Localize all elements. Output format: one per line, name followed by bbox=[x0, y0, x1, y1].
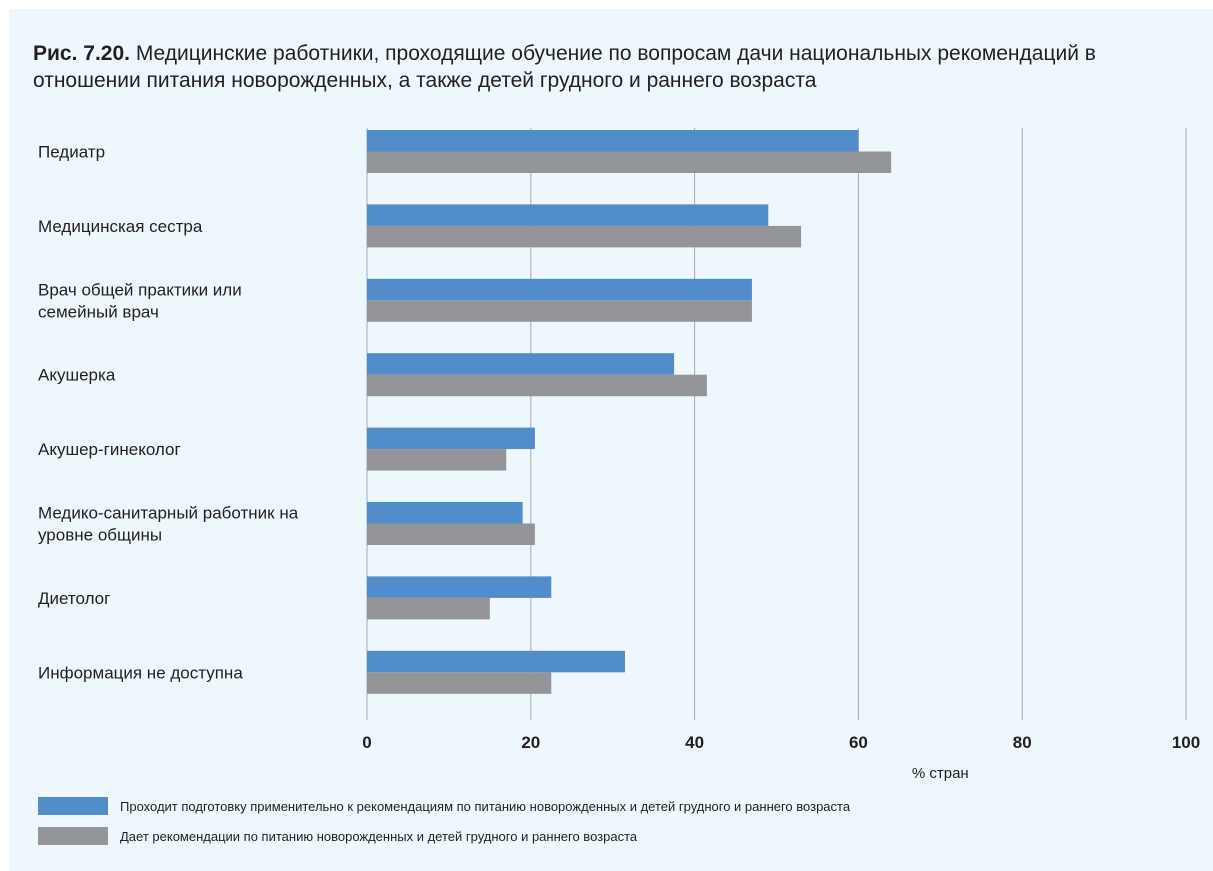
bar-series1-cat2 bbox=[367, 204, 769, 226]
bar-series1-cat1 bbox=[367, 130, 859, 152]
x-tick-40: 40 bbox=[685, 733, 704, 752]
bar-series2-cat7 bbox=[367, 597, 490, 620]
bar-series1-cat3 bbox=[367, 278, 752, 301]
bar-series2-cat1 bbox=[367, 151, 892, 173]
x-axis-label: % стран bbox=[912, 765, 969, 782]
bar-series2-cat8 bbox=[367, 672, 552, 694]
figure-number: Рис. 7.20. bbox=[33, 42, 130, 65]
bar-series2-cat4 bbox=[367, 374, 707, 397]
category-label-1: Педиатр bbox=[38, 143, 105, 162]
category-label-8: Информация не доступна bbox=[38, 663, 243, 682]
x-tick-80: 80 bbox=[1013, 733, 1032, 752]
legend-label-series2: Дает рекомендации по питанию новорожденн… bbox=[120, 828, 638, 844]
legend-item-series2: Дает рекомендации по питанию новорожденн… bbox=[38, 827, 637, 845]
bar-series1-cat7 bbox=[367, 576, 552, 598]
x-tick-60: 60 bbox=[849, 733, 868, 752]
bar-series2-cat6 bbox=[367, 523, 535, 545]
chart-title: Рис. 7.20. Медицинские работники, проход… bbox=[33, 40, 1193, 94]
legend-item-series1: Проходит подготовку применительно к реко… bbox=[38, 797, 850, 815]
bar-series2-cat2 bbox=[367, 225, 802, 248]
bar-series1-cat8 bbox=[367, 650, 625, 673]
legend-swatch-series1 bbox=[38, 797, 108, 815]
category-label-6-line2: уровне общины bbox=[38, 526, 162, 545]
category-label-7: Диетолог bbox=[38, 589, 110, 608]
category-label-6-line1: Медико-санитарный работник на bbox=[38, 504, 299, 523]
category-label-4: Акушерка bbox=[38, 366, 116, 385]
x-tick-100: 100 bbox=[1172, 733, 1200, 752]
bar-series1-cat5 bbox=[367, 427, 535, 450]
bar-series2-cat5 bbox=[367, 449, 507, 471]
bar-series2-cat3 bbox=[367, 300, 752, 322]
x-tick-0: 0 bbox=[362, 733, 371, 752]
bar-series1-cat4 bbox=[367, 353, 675, 375]
legend-swatch-series2 bbox=[38, 827, 108, 845]
category-label-3-line2: семейный врач bbox=[38, 302, 159, 321]
bar-series1-cat6 bbox=[367, 502, 523, 524]
category-label-3-line1: Врач общей практики или bbox=[38, 280, 242, 299]
legend-label-series1: Проходит подготовку применительно к реко… bbox=[120, 798, 851, 814]
x-tick-20: 20 bbox=[521, 733, 540, 752]
category-label-5: Акушер-гинеколог bbox=[38, 440, 181, 459]
category-label-2: Медицинская сестра bbox=[38, 217, 203, 236]
figure-caption: Медицинские работники, проходящие обучен… bbox=[33, 42, 1096, 92]
